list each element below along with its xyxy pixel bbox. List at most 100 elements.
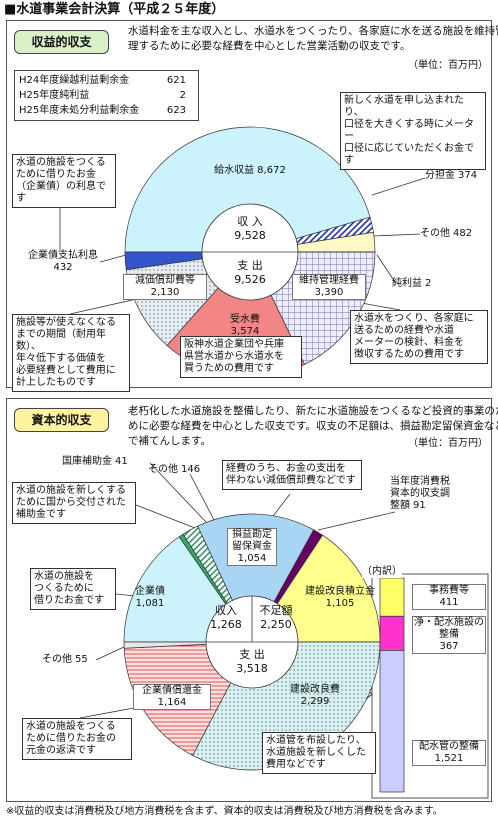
label-name: 建設改良積立金 [305, 586, 375, 597]
slice-label: 純利益 2 [392, 278, 452, 290]
label-value: 3,390 [314, 287, 344, 298]
label-name: 分担金 [425, 170, 455, 181]
slice-label: 分担金 374 [425, 170, 495, 182]
description: 水道料金を主な収入とし、水道水をつくったり、各家庭に水を送る施設を維持管 [128, 25, 498, 37]
center-value: 9,528 [234, 229, 266, 242]
label-name: その他 [42, 654, 72, 665]
label-name: 当年度消費税資本的収支調整額 [390, 476, 450, 511]
unit-label: （単位：百万円） [408, 438, 488, 449]
label-value: 367 [439, 641, 459, 652]
label-value: 2,130 [150, 287, 180, 298]
label-value: 1,521 [434, 753, 464, 764]
label-value: 1,164 [157, 697, 187, 708]
center-label: 不足額 [259, 604, 293, 617]
center-total: 収入 1,268 [196, 604, 256, 632]
label-value: 2 [425, 278, 432, 289]
stack-segment [379, 650, 405, 793]
leader-lines [59, 141, 441, 733]
label-name: 減価償却費等 [135, 275, 195, 286]
callout-line: 施設等が使えなくなる [16, 317, 116, 328]
table-row: H25年度未処分利益剰余金 623 [19, 103, 194, 118]
label-name: 国庫補助金 [62, 456, 112, 467]
center-total: 支 出 3,518 [222, 648, 282, 676]
callout: 阪神水道企業団や兵庫 県営水道から水道水を 買うための費用です [180, 336, 302, 378]
center-total: 支 出 9,526 [220, 259, 280, 287]
label-name: 企業債 [135, 586, 165, 597]
callout: 水道管を布設したり、 水道施設を新しくした 費用などです [262, 732, 376, 774]
center-label: 支 出 [239, 648, 265, 661]
callout-line: 口径を大きくする時にメーター [344, 119, 474, 142]
callout-line: までの期間（耐用年数）、 [16, 329, 106, 352]
center-label: 収入 [215, 604, 237, 617]
callout-line: 水道の施設を [34, 571, 94, 582]
callout-line: 口径に応じていただくお金です [344, 143, 474, 166]
callout: 施設等が使えなくなる までの期間（耐用年数）、 年々低下する価値を 必要経費として費用… [12, 314, 130, 392]
table-cell: 621 [166, 75, 186, 86]
pie-slice [124, 126, 371, 253]
callout-line: 阪神水道企業団や兵庫 [184, 339, 284, 350]
label-name: 事務費等 [429, 585, 469, 596]
callout: 水道の施設をつくる ために借りたお金 （企業債）の利息です [12, 154, 116, 208]
segment-label: 配水管の整備 1,521 [412, 740, 486, 766]
slice-label: 受水費 3,574 [215, 314, 275, 338]
slice-label: 企業債支払利息 432 [18, 250, 108, 274]
callout-line: 水道管を布設したり、 [266, 735, 366, 746]
center-value: 1,268 [210, 618, 242, 631]
callout: 水道水をつくり、各家庭に 送るための経費や水道 メーターの検針、料金を 徴収するための… [350, 310, 488, 364]
label-value: 2,299 [300, 696, 330, 707]
label-value: 41 [115, 456, 128, 467]
callout-line: 費用などです [266, 759, 326, 770]
label-value: 411 [439, 597, 459, 608]
callout-line: 新しく水道を申し込まれたり、 [344, 95, 464, 118]
center-total: 不足額 2,250 [246, 604, 306, 632]
slice-label: 減価償却費等 2,130 [123, 274, 207, 300]
label-value: 146 [181, 464, 201, 475]
unit-label: （単位：百万円） [408, 60, 488, 71]
slice-label: 損益勘定留保資金 1,054 [227, 528, 277, 566]
slice-label: その他 55 [42, 654, 102, 666]
segment-label: 浄・配水施設の整備 367 [412, 616, 486, 654]
pie-slice [197, 513, 315, 643]
callout-line: 徴収するための費用です [354, 349, 464, 360]
section-tag: 資本的収支 [14, 408, 109, 432]
label-value: 1,105 [325, 598, 355, 609]
callout-line: 経費のうち、お金の支出を [226, 463, 346, 474]
callout: 新しく水道を申し込まれたり、 口径を大きくする時にメーター 口径に応じていただくお金… [340, 92, 486, 170]
section-tag: 収益的収支 [14, 30, 109, 54]
slice-label: 当年度消費税資本的収支調整額 91 [390, 476, 456, 512]
callout-line: つくるために [34, 583, 94, 594]
slice-label: 国庫補助金 41 [62, 456, 152, 468]
table-row: H24年度繰越利益剰余金 621 [19, 73, 194, 88]
label-value: 91 [413, 500, 426, 511]
slice-label: 維持管理経費 3,390 [292, 274, 366, 300]
callout-line: 水道の施設をつくる [26, 721, 116, 732]
callout-line: 計上したものです [16, 377, 96, 388]
label-value: 8,672 [257, 165, 286, 176]
callout-line: ために借りたお金の [26, 733, 116, 744]
label-name: 給水収益 [214, 165, 255, 176]
slice-label: 建設改良費 2,299 [278, 684, 352, 708]
callout-line: 元金の返済です [26, 745, 96, 756]
callout: 水道の施設を新しくする ために国から交付された 補助金です [12, 482, 136, 524]
callout: 経費のうち、お金の支出を 伴わない減価償却費などです [222, 460, 362, 490]
center-total: 収 入 9,528 [220, 215, 280, 243]
label-name: 維持管理経費 [299, 275, 359, 286]
label-name: 配水管の整備 [419, 741, 479, 752]
label-name: 企業債支払利息 [28, 250, 98, 261]
description: で補てんします。 [128, 435, 211, 447]
label-value: 1,054 [237, 553, 267, 564]
summary-table: H24年度繰越利益剰余金 621 H25年度純利益 2 H25年度未処分利益剰余金 623 [14, 70, 199, 121]
callout-line: ために国から交付された [16, 497, 126, 508]
label-name: その他 [420, 228, 450, 239]
breakdown-title: （内訳） [362, 566, 402, 578]
label-name: その他 [148, 464, 178, 475]
section-frame [6, 398, 492, 802]
label-name: 損益勘定留保資金 [232, 529, 272, 552]
description: 理するために必要な経費を中心とした営業活動の収支です。 [128, 40, 411, 52]
callout-line: 送るための経費や水道 [354, 325, 454, 336]
label-name: 企業債償還金 [142, 685, 202, 696]
slice-label: 給水収益 8,672 [190, 165, 310, 177]
slice-label: 企業債償還金 1,164 [133, 684, 211, 710]
